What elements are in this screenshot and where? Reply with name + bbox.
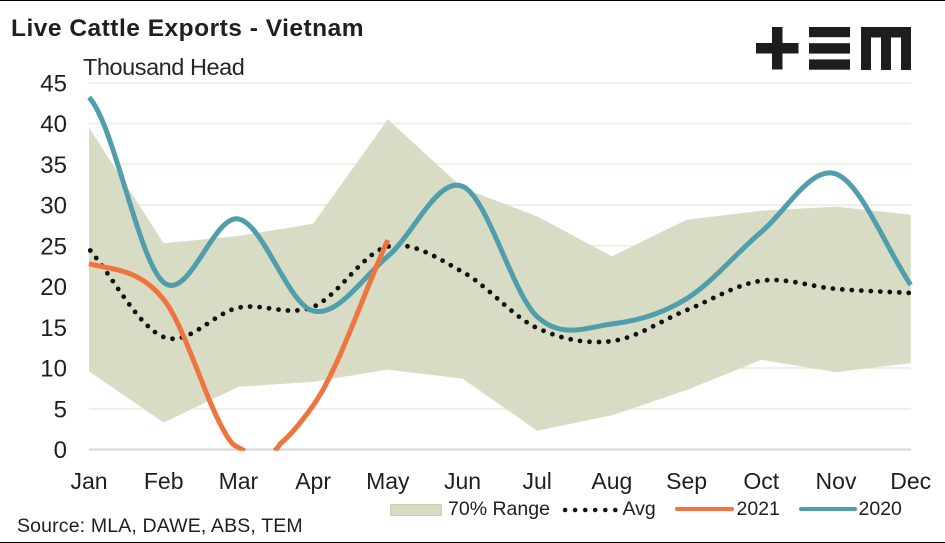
svg-text:Dec: Dec [890, 468, 931, 494]
svg-text:45: 45 [40, 70, 67, 97]
svg-text:Mar: Mar [219, 468, 259, 494]
svg-text:Apr: Apr [295, 468, 331, 494]
svg-text:0: 0 [54, 437, 67, 464]
svg-text:10: 10 [40, 356, 67, 383]
svg-text:Nov: Nov [816, 468, 857, 494]
svg-text:40: 40 [40, 111, 67, 138]
svg-text:May: May [366, 468, 410, 494]
svg-text:Sep: Sep [666, 468, 707, 494]
svg-text:35: 35 [40, 152, 67, 179]
svg-text:Oct: Oct [743, 468, 779, 494]
svg-text:15: 15 [40, 315, 67, 342]
svg-text:25: 25 [40, 233, 67, 260]
svg-text:Jun: Jun [444, 468, 481, 494]
svg-text:Jan: Jan [70, 468, 107, 494]
svg-text:20: 20 [40, 274, 67, 301]
svg-text:Aug: Aug [591, 468, 632, 494]
svg-text:Feb: Feb [144, 468, 184, 494]
svg-text:5: 5 [54, 396, 67, 423]
svg-text:Jul: Jul [522, 468, 551, 494]
svg-text:30: 30 [40, 193, 67, 220]
